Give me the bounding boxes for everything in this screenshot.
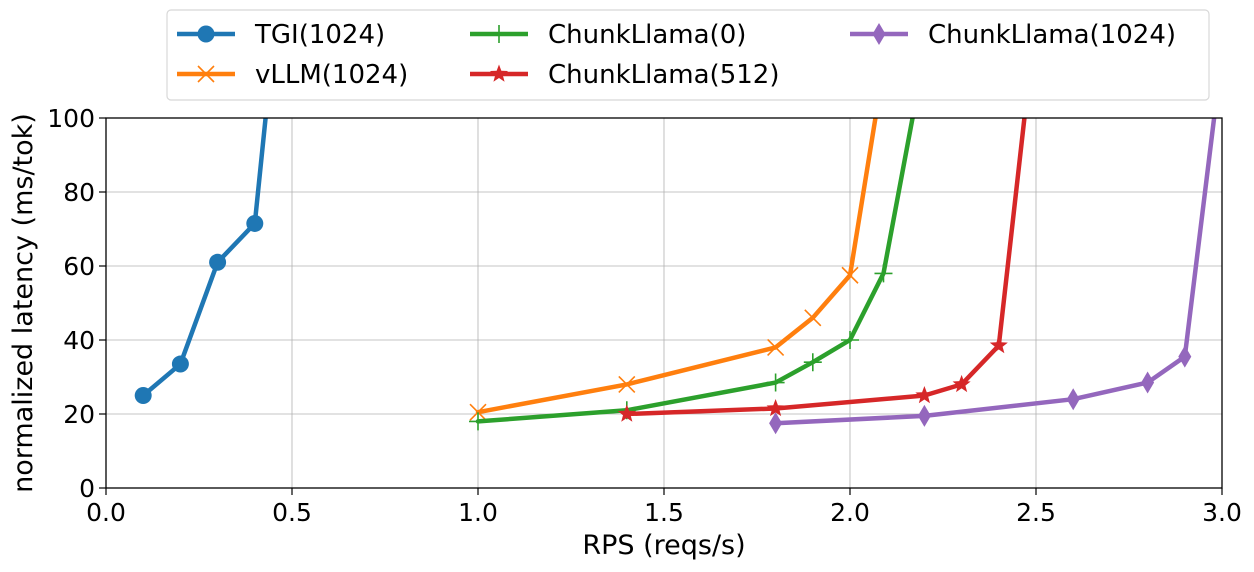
data-point: [469, 403, 487, 421]
data-point: [1066, 388, 1080, 411]
x-tick-label: 0.0: [86, 498, 126, 527]
series-line: [475, 118, 915, 424]
series-line: [475, 118, 878, 415]
y-tick-label: 20: [63, 400, 95, 429]
legend-marker: [197, 25, 215, 43]
series-1: [469, 118, 878, 421]
data-point: [952, 374, 971, 393]
data-point: [915, 386, 934, 404]
legend-marker: [490, 25, 508, 43]
data-point: [989, 336, 1008, 354]
data-point: [246, 214, 264, 232]
data-point: [769, 412, 783, 435]
legend-entry: TGI(1024): [177, 20, 385, 50]
legend-marker: [197, 65, 215, 83]
x-tick-label: 2.5: [1016, 498, 1056, 527]
series-0: [134, 118, 268, 404]
series-4: [769, 118, 1217, 435]
y-tick-label: 80: [63, 178, 95, 207]
y-tick-label: 100: [47, 104, 95, 133]
legend-label: ChunkLlama(1024): [928, 20, 1176, 50]
grid: [105, 117, 1223, 489]
x-tick-label: 1.5: [644, 498, 684, 527]
data-point: [209, 253, 227, 271]
data-point: [917, 404, 931, 427]
series-group: [134, 118, 1217, 435]
y-tick-label: 60: [63, 252, 95, 281]
data-point: [874, 264, 893, 283]
x-tick-label: 3.0: [1202, 498, 1242, 527]
data-point: [841, 331, 859, 349]
series-line: [773, 118, 1217, 426]
series-line: [140, 118, 268, 398]
x-tick-label: 0.5: [272, 498, 312, 527]
y-tick-label: 0: [79, 474, 95, 503]
data-point: [171, 355, 189, 373]
legend-entry: ChunkLlama(1024): [850, 20, 1176, 50]
legend-entry: ChunkLlama(0): [470, 20, 746, 50]
data-point: [134, 387, 152, 404]
data-point: [766, 373, 785, 392]
data-point: [766, 398, 785, 417]
x-tick-label: 1.0: [458, 498, 498, 527]
legend-marker: [872, 23, 886, 45]
legend-entry: vLLM(1024): [177, 60, 408, 90]
series-line: [624, 118, 1027, 417]
data-point: [803, 353, 822, 372]
x-axis-label: RPS (reqs/s): [582, 530, 745, 561]
legend-label: vLLM(1024): [255, 60, 408, 90]
data-point: [841, 266, 859, 284]
legend-marker: [489, 64, 509, 82]
legend-label: ChunkLlama(0): [548, 20, 746, 50]
legend-label: TGI(1024): [254, 20, 385, 50]
axis-ticks: 0.0 0.5 1.0 1.5 2.0 2.5 3.0 0 20 40 60 80 100: [47, 104, 1242, 527]
legend-frame: [166, 9, 1210, 101]
y-axis-label: normalized latency (ms/tok): [8, 113, 39, 493]
data-point: [469, 412, 487, 431]
x-tick-label: 2.0: [830, 498, 870, 527]
data-point: [1178, 345, 1192, 368]
data-point: [804, 309, 822, 327]
data-point: [1141, 371, 1155, 394]
legend-entry: ChunkLlama(512): [470, 60, 779, 90]
data-point: [767, 338, 785, 356]
data-point: [618, 375, 636, 393]
legend: TGI(1024) vLLM(1024) ChunkLlama(0) ChunkLla…: [166, 9, 1210, 101]
data-point: [617, 404, 636, 422]
series-3: [617, 118, 1027, 422]
legend-label: ChunkLlama(512): [548, 60, 779, 90]
y-tick-label: 40: [63, 326, 95, 355]
